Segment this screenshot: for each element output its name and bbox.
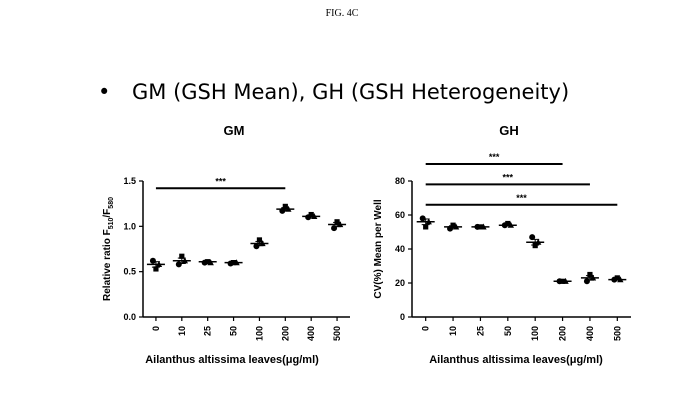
data-point <box>477 224 484 230</box>
data-point <box>507 221 515 228</box>
x-tick-label: 200 <box>558 326 568 341</box>
data-point <box>181 257 189 264</box>
data-point <box>153 266 159 272</box>
data-point <box>617 276 624 283</box>
x-axis-title: Ailanthus altissima leaves(μg/ml) <box>429 354 603 366</box>
headline: • GM (GSH Mean), GH (GSH Heterogeneity) <box>98 80 569 104</box>
chart-title: GH <box>499 123 519 138</box>
data-point <box>450 222 456 228</box>
data-point <box>256 237 263 243</box>
data-point <box>583 278 590 285</box>
x-tick-label: 200 <box>280 326 290 341</box>
data-point <box>253 243 260 250</box>
data-point <box>562 277 569 284</box>
x-axis-title: Ailanthus altissima leaves(μg/ml) <box>145 354 319 366</box>
x-tick-label: 0 <box>421 326 431 331</box>
significance-label: *** <box>516 193 527 203</box>
data-point <box>589 274 597 281</box>
data-point <box>529 234 536 241</box>
y-tick-label: 1.5 <box>123 176 136 186</box>
data-point <box>587 271 593 278</box>
data-point <box>534 238 542 245</box>
x-tick-label: 10 <box>448 326 458 336</box>
significance-label: *** <box>489 152 500 162</box>
data-point <box>149 257 156 264</box>
y-axis-title: CV(%) Mean per Well <box>373 199 384 298</box>
y-tick-label: 80 <box>395 176 405 186</box>
x-tick-label: 25 <box>475 326 485 336</box>
data-point <box>285 205 292 212</box>
bullet-mark: • <box>98 80 111 104</box>
data-point <box>425 218 432 225</box>
x-tick-label: 400 <box>585 326 595 341</box>
x-tick-label: 50 <box>503 326 513 336</box>
data-point <box>308 211 314 218</box>
data-point <box>175 261 182 268</box>
y-axis-title-subscript: 510 <box>108 217 115 229</box>
y-tick-label: 20 <box>395 278 405 288</box>
y-tick-label: 1.0 <box>123 221 136 231</box>
headline-text: GM (GSH Mean), GH (GSH Heterogeneity) <box>132 80 570 104</box>
data-point <box>259 240 266 247</box>
data-point <box>423 224 429 230</box>
data-point <box>233 259 240 266</box>
x-tick-label: 500 <box>612 326 622 341</box>
y-axis-title-part: Relative ratio F <box>102 229 113 301</box>
chart-title: GM <box>224 123 245 138</box>
data-point <box>279 207 286 214</box>
y-tick-label: 0 <box>400 312 405 322</box>
chart-gh: GH 0 20 40 60 80 0 10 25 50 100 200 400 500 Ailanthus … <box>373 123 631 366</box>
data-point <box>230 260 237 266</box>
data-point <box>310 212 318 219</box>
figure-label: FIG. 4C <box>325 8 359 19</box>
x-tick-label: 50 <box>229 326 239 336</box>
data-point <box>205 259 211 265</box>
data-point <box>480 223 487 230</box>
x-tick-label: 25 <box>203 326 213 336</box>
y-tick-label: 0.0 <box>123 312 136 322</box>
data-point <box>331 225 338 232</box>
data-point <box>334 219 340 225</box>
y-axis-title: Relative ratio F510/F580 <box>102 197 115 301</box>
y-tick-label: 40 <box>395 244 405 254</box>
data-point <box>419 215 426 222</box>
data-point <box>614 275 620 281</box>
data-point <box>207 259 214 266</box>
data-point <box>505 220 511 227</box>
data-point <box>282 203 288 209</box>
x-tick-label: 100 <box>254 326 264 341</box>
y-tick-label: 0.5 <box>123 267 136 277</box>
chart-gm: GM 0.0 0.5 1.0 1.5 0 10 25 50 100 200 400 500 Ailanth… <box>102 123 350 366</box>
x-tick-label: 500 <box>332 326 342 341</box>
significance-label: *** <box>215 176 226 186</box>
y-tick-label: 60 <box>395 210 405 220</box>
data-point <box>155 261 163 268</box>
y-axis-title-part: /F <box>102 209 113 218</box>
x-tick-label: 100 <box>530 326 540 341</box>
data-point <box>452 223 460 230</box>
data-point <box>532 243 538 249</box>
data-point <box>179 253 185 259</box>
x-tick-label: 0 <box>151 326 161 331</box>
data-point <box>559 278 566 284</box>
data-point <box>336 221 344 228</box>
y-axis-title-subscript: 580 <box>108 197 115 209</box>
x-tick-label: 400 <box>306 326 316 341</box>
significance-label: *** <box>503 172 514 182</box>
x-tick-label: 10 <box>177 326 187 336</box>
